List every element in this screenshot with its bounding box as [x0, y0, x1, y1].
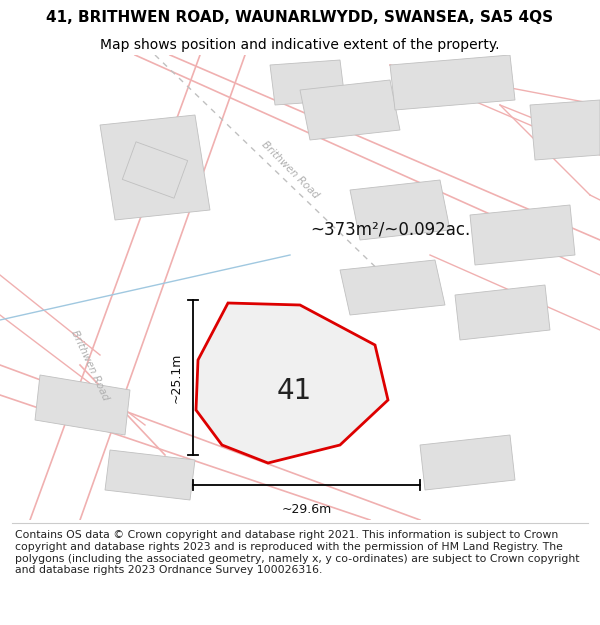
- Text: Contains OS data © Crown copyright and database right 2021. This information is : Contains OS data © Crown copyright and d…: [15, 531, 580, 575]
- Text: Map shows position and indicative extent of the property.: Map shows position and indicative extent…: [100, 39, 500, 52]
- Polygon shape: [100, 115, 210, 220]
- Text: 41: 41: [277, 378, 312, 405]
- Text: ~29.6m: ~29.6m: [281, 503, 332, 516]
- Text: ~25.1m: ~25.1m: [170, 352, 183, 402]
- Polygon shape: [340, 260, 445, 315]
- Polygon shape: [122, 142, 188, 198]
- Polygon shape: [270, 60, 345, 105]
- Polygon shape: [470, 205, 575, 265]
- Text: 41, BRITHWEN ROAD, WAUNARLWYDD, SWANSEA, SA5 4QS: 41, BRITHWEN ROAD, WAUNARLWYDD, SWANSEA,…: [46, 10, 554, 25]
- Text: Brithwen Road: Brithwen Road: [259, 139, 320, 201]
- Text: Brithwen Road: Brithwen Road: [70, 328, 110, 402]
- Polygon shape: [420, 435, 515, 490]
- Polygon shape: [196, 303, 388, 463]
- Text: ~373m²/~0.092ac.: ~373m²/~0.092ac.: [310, 221, 470, 239]
- Polygon shape: [300, 80, 400, 140]
- Polygon shape: [105, 450, 195, 500]
- Polygon shape: [530, 100, 600, 160]
- Polygon shape: [35, 375, 130, 435]
- Polygon shape: [350, 180, 450, 240]
- Polygon shape: [390, 55, 515, 110]
- Polygon shape: [455, 285, 550, 340]
